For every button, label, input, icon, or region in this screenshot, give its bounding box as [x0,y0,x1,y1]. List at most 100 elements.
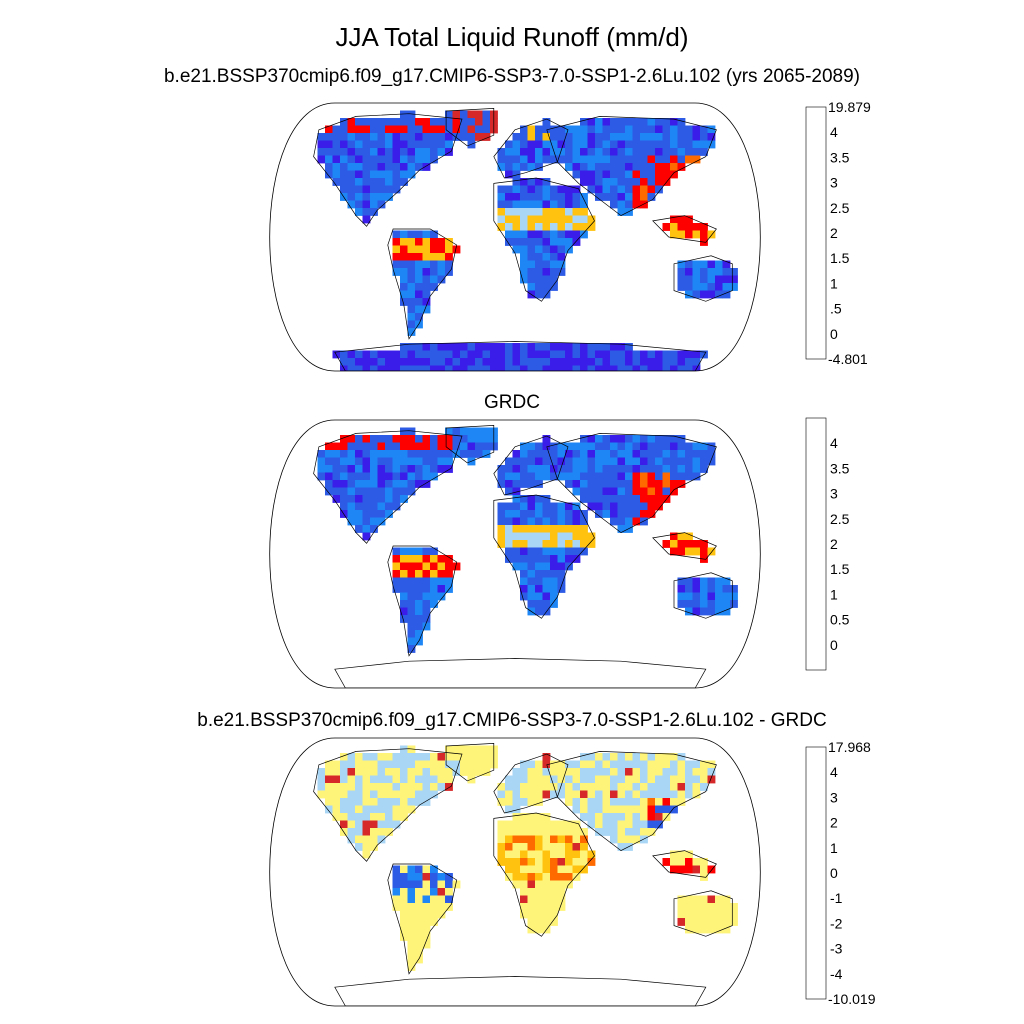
grid-cell [415,940,423,949]
grid-cell [332,125,341,134]
grid-cell [700,577,708,586]
grid-cell [565,140,573,149]
grid-cell [550,230,558,239]
grid-cell [527,510,536,518]
grid-cell [700,268,708,276]
grid-cell [505,790,513,799]
grid-cell [670,805,678,814]
grid-cell [677,918,686,926]
grid-cell [512,828,521,836]
grid-cell [377,480,386,488]
grid-cell [632,200,641,209]
grid-cell [415,607,423,616]
grid-cell [700,350,708,359]
grid-cell [655,760,663,769]
grid-cell [700,540,708,548]
grid-cell [512,193,521,201]
grid-cell [430,450,438,458]
grid-cell [692,465,701,473]
coastline-northAmerica [313,113,463,227]
grid-cell [355,768,363,776]
grid-cell [422,125,431,134]
grid-cell [542,775,551,784]
grid-cell [542,858,551,866]
grid-cell [400,450,408,458]
grid-cell [407,290,416,299]
grid-cell [370,365,378,371]
grid-cell [355,798,363,806]
colorbar-label: 3 [830,789,838,805]
grid-cell [707,275,716,284]
grid-cell [527,525,536,533]
grid-cell [565,768,573,776]
grid-cell [392,502,401,511]
grid-cell [437,118,446,126]
grid-cell [392,465,401,473]
grid-cell [505,148,513,156]
grid-cell [580,465,588,473]
grid-cell [587,457,596,466]
grid-cell [617,185,626,194]
grid-cell [610,343,618,351]
grid-cell [685,607,693,616]
grid-cell [430,350,438,359]
grid-cell [370,480,378,488]
grid-cell [692,260,701,269]
colorbar-label: 2.5 [830,200,850,216]
grid-cell [610,435,618,443]
grid-cell [670,358,678,366]
grid-cell [632,805,641,814]
grid-cell [497,365,506,371]
grid-cell [610,798,618,806]
grid-cell [505,350,513,359]
grid-cell [407,450,416,458]
grid-cell [580,760,588,769]
grid-cell [610,358,618,366]
grid-cell [512,170,521,179]
grid-cell [415,798,423,806]
grid-cell [625,835,633,844]
grid-cell [580,783,588,791]
grid-cell [497,525,506,533]
grid-cell [520,442,528,451]
grid-cell [640,350,648,359]
grid-cell [640,775,648,784]
grid-cell [415,585,423,593]
grid-cell [595,753,603,761]
grid-cell [505,223,513,231]
grid-cell [422,275,431,284]
grid-cell [362,170,371,179]
grid-cell [430,118,438,126]
grid-cell [587,487,596,496]
grid-cell [422,268,431,276]
grid-cell [452,442,461,451]
grid-cell [407,592,416,601]
grid-cell [520,502,528,511]
grid-cell [392,133,401,141]
grid-cell [715,918,723,926]
grid-cell [370,835,378,844]
grid-cell [407,622,416,631]
grid-cell [512,532,521,541]
colorbar-label: 4 [830,124,838,140]
grid-cell [332,170,341,179]
grid-cell [670,480,678,488]
grid-cell [535,178,543,186]
grid-cell [407,298,416,306]
grid-cell [497,193,506,201]
grid-cell [415,925,423,934]
grid-cell [715,903,723,911]
grid-cell [400,577,408,586]
grid-cell [385,510,393,518]
grid-cell [617,442,626,451]
grid-cell [670,450,678,458]
grid-cell [437,555,446,563]
grid-cell [572,865,581,874]
grid-cell [542,215,551,224]
grid-cell [415,343,423,351]
grid-cell [430,358,438,366]
grid-cell [392,238,401,246]
grid-cell [632,178,641,186]
grid-cell [527,465,536,473]
